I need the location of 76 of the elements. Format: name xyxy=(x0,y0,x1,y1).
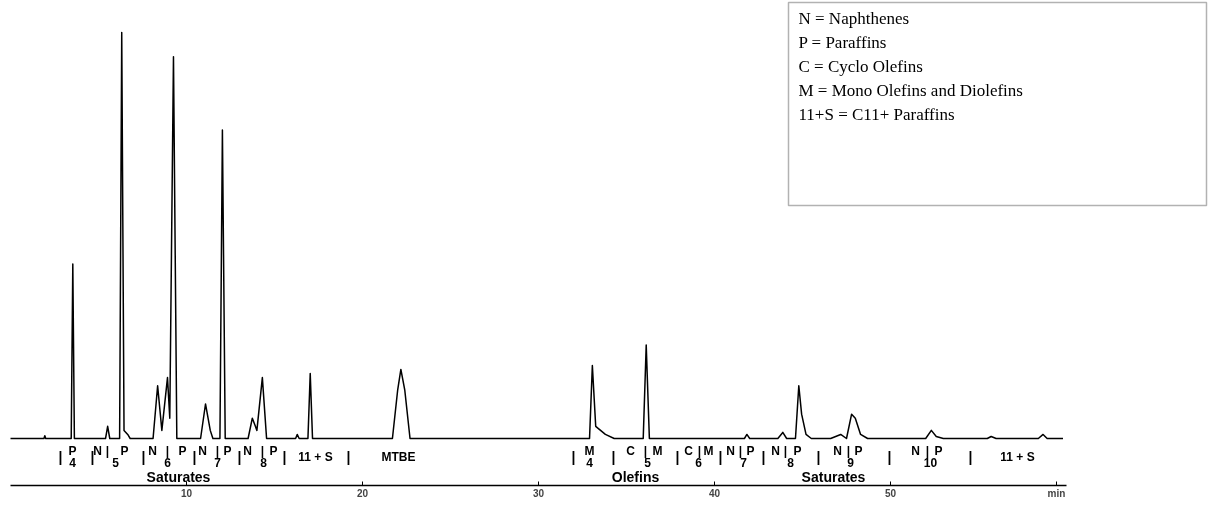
text: M xyxy=(703,443,714,458)
text: 11 + S xyxy=(298,449,333,464)
text: | xyxy=(346,448,351,465)
text: P xyxy=(120,443,129,458)
x-tick-label: 30 xyxy=(532,487,545,499)
text: 7 xyxy=(740,456,748,470)
text: | xyxy=(816,448,821,465)
text: | xyxy=(282,448,287,465)
text: | xyxy=(738,443,743,458)
text: 5 xyxy=(644,456,652,470)
text: Saturates xyxy=(801,468,866,485)
text: C xyxy=(626,443,636,458)
annotation: C = Cyclo Olefins xyxy=(798,57,923,76)
text: min xyxy=(1047,487,1066,499)
text: 7 xyxy=(214,456,222,470)
text: P xyxy=(934,443,943,458)
text: N xyxy=(93,443,102,458)
text: | xyxy=(675,448,680,465)
text: 6 xyxy=(164,456,172,470)
text: | xyxy=(90,448,95,465)
text: 9 xyxy=(847,456,855,470)
text: | xyxy=(887,448,892,465)
text: | xyxy=(643,443,648,458)
text: N xyxy=(771,443,780,458)
text: N xyxy=(726,443,735,458)
text: N xyxy=(911,443,920,458)
text: P xyxy=(793,443,802,458)
text: MTBE xyxy=(381,449,416,464)
x-tick-label: 40 xyxy=(708,487,721,499)
text: P xyxy=(223,443,232,458)
text: | xyxy=(165,443,170,458)
text: 5 xyxy=(112,456,120,470)
annotation: 11+S = C11+ Paraffins xyxy=(798,105,955,124)
text: P xyxy=(269,443,278,458)
text: | xyxy=(192,448,197,465)
text: N xyxy=(148,443,157,458)
text: | xyxy=(260,443,265,458)
text: N xyxy=(243,443,252,458)
text: C xyxy=(684,443,694,458)
x-tick-label: 20 xyxy=(356,487,369,499)
text: M xyxy=(584,443,595,458)
text: | xyxy=(611,448,616,465)
x-tick-label: 10 xyxy=(180,487,193,499)
text: 8 xyxy=(787,456,795,470)
text: P xyxy=(178,443,187,458)
text: | xyxy=(58,448,63,465)
text: N = Naphthenes xyxy=(798,9,910,28)
text: 8 xyxy=(260,456,268,470)
text: M xyxy=(652,443,663,458)
text: | xyxy=(761,448,766,465)
text: Olefins xyxy=(611,468,660,485)
text: | xyxy=(718,448,723,465)
text: | xyxy=(105,443,110,458)
text: P xyxy=(854,443,863,458)
text: N xyxy=(198,443,207,458)
text: 4 xyxy=(586,456,594,470)
text: 11 + S xyxy=(1000,449,1035,464)
text: | xyxy=(968,448,973,465)
text: | xyxy=(925,443,930,458)
text: 10 xyxy=(923,456,938,470)
text: | xyxy=(697,443,702,458)
text: | xyxy=(237,448,242,465)
text: Saturates xyxy=(146,468,211,485)
text: | xyxy=(846,443,851,458)
text: P xyxy=(68,443,77,458)
text: P xyxy=(746,443,755,458)
x-tick-label: 50 xyxy=(884,487,897,499)
text: 6 xyxy=(695,456,703,470)
annotation: M = Mono Olefins and Diolefins xyxy=(798,81,1023,100)
text: | xyxy=(141,448,146,465)
annotation: P = Paraffins xyxy=(798,33,887,52)
text: 4 xyxy=(69,456,77,470)
text: N xyxy=(833,443,842,458)
text: | xyxy=(783,443,788,458)
text: | xyxy=(215,443,220,458)
text: | xyxy=(571,448,576,465)
